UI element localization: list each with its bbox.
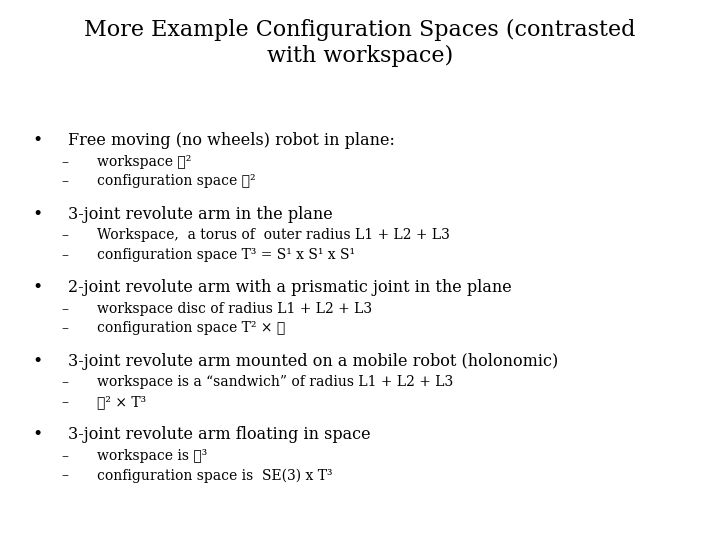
Text: •: • <box>32 132 42 149</box>
Text: configuration space T³ = S¹ x S¹ x S¹: configuration space T³ = S¹ x S¹ x S¹ <box>97 248 355 262</box>
Text: •: • <box>32 353 42 369</box>
Text: configuration space is  SE(3) x T³: configuration space is SE(3) x T³ <box>97 468 333 483</box>
Text: –: – <box>61 375 68 389</box>
Text: Free moving (no wheels) robot in plane:: Free moving (no wheels) robot in plane: <box>68 132 395 149</box>
Text: 2-joint revolute arm with a prismatic joint in the plane: 2-joint revolute arm with a prismatic jo… <box>68 279 512 296</box>
Text: •: • <box>32 206 42 222</box>
Text: –: – <box>61 449 68 463</box>
Text: 3-joint revolute arm floating in space: 3-joint revolute arm floating in space <box>68 426 371 443</box>
Text: 3-joint revolute arm mounted on a mobile robot (holonomic): 3-joint revolute arm mounted on a mobile… <box>68 353 559 369</box>
Text: –: – <box>61 228 68 242</box>
Text: –: – <box>61 248 68 262</box>
Text: 3-joint revolute arm in the plane: 3-joint revolute arm in the plane <box>68 206 333 222</box>
Text: configuration space T² × ℜ: configuration space T² × ℜ <box>97 321 285 335</box>
Text: workspace is a “sandwich” of radius L1 + L2 + L3: workspace is a “sandwich” of radius L1 +… <box>97 375 454 389</box>
Text: •: • <box>32 426 42 443</box>
Text: workspace disc of radius L1 + L2 + L3: workspace disc of radius L1 + L2 + L3 <box>97 302 372 316</box>
Text: workspace is ℜ³: workspace is ℜ³ <box>97 449 207 463</box>
Text: –: – <box>61 302 68 316</box>
Text: •: • <box>32 279 42 296</box>
Text: –: – <box>61 321 68 335</box>
Text: –: – <box>61 174 68 188</box>
Text: workspace ℜ²: workspace ℜ² <box>97 155 192 169</box>
Text: –: – <box>61 468 68 482</box>
Text: –: – <box>61 395 68 409</box>
Text: More Example Configuration Spaces (contrasted
with workspace): More Example Configuration Spaces (contr… <box>84 19 636 68</box>
Text: –: – <box>61 155 68 169</box>
Text: ℜ² × T³: ℜ² × T³ <box>97 395 146 409</box>
Text: configuration space ℜ²: configuration space ℜ² <box>97 174 256 188</box>
Text: Workspace,  a torus of  outer radius L1 + L2 + L3: Workspace, a torus of outer radius L1 + … <box>97 228 450 242</box>
